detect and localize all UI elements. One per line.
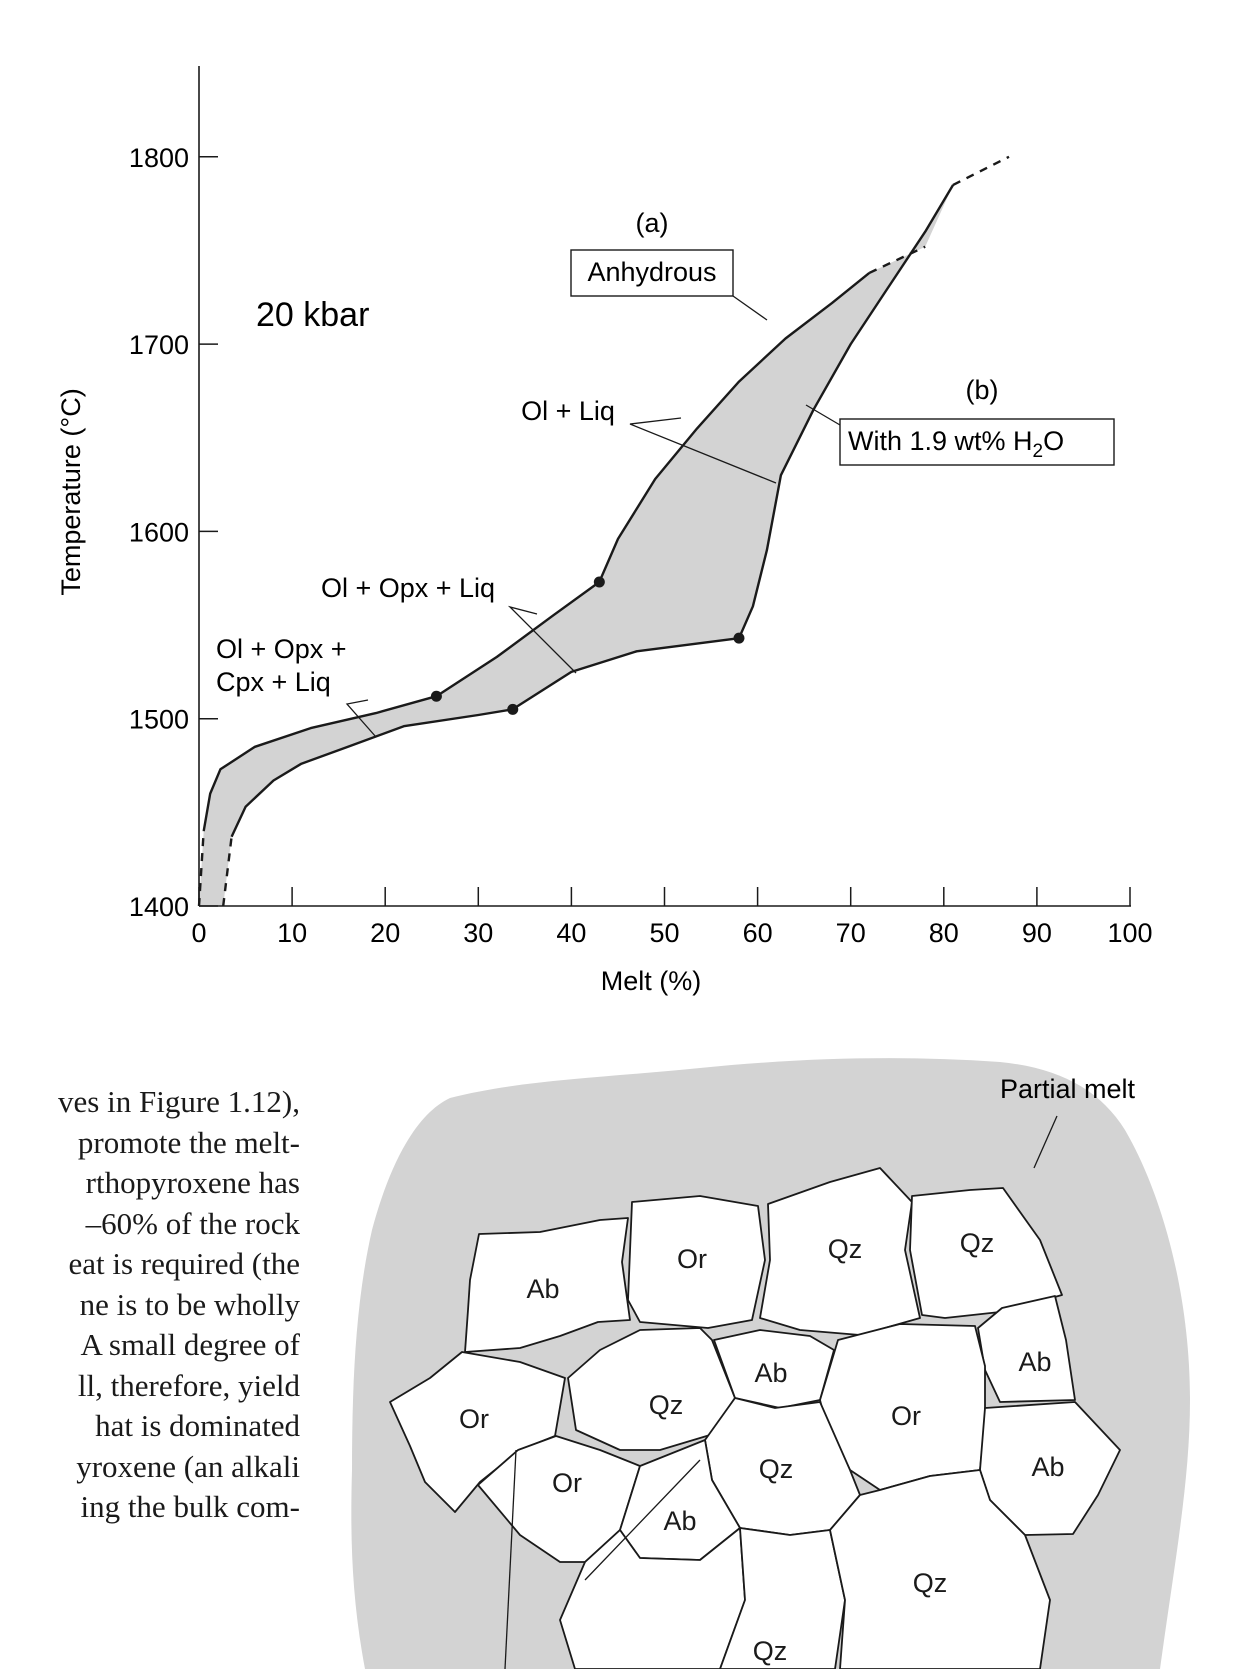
body-text-line: promote the melt- — [77, 1124, 300, 1160]
grain-ab-2 — [977, 1295, 1076, 1403]
anhydrous-curve-dashed-high — [868, 245, 926, 274]
grain-label-qz-6: Qz — [753, 1636, 788, 1666]
body-text-line: hat is dominated — [95, 1408, 300, 1443]
grain-label-ab-3: Ab — [754, 1358, 787, 1388]
x-tick-label: 40 — [556, 918, 586, 948]
hydrous-curve-dashed-low — [222, 836, 233, 907]
grain-label-qz-2: Qz — [960, 1228, 995, 1258]
partial-melt-leader — [1033, 1115, 1058, 1169]
grain-label-qz-4: Qz — [759, 1454, 794, 1484]
annotation-cpx-line2: Cpx + Liq — [216, 667, 331, 697]
grain-leader-2 — [584, 1459, 701, 1581]
grain-label-or-1: Or — [677, 1244, 707, 1274]
series-b-tag: (b) — [966, 375, 999, 405]
grain-label-qz-7: Qz — [913, 1568, 948, 1598]
annotation-ol-liq: Ol + Liq — [521, 396, 615, 426]
body-text-line: yroxene (an alkali — [76, 1448, 300, 1484]
x-tick-label: 70 — [836, 918, 866, 948]
anhydrous-marker — [430, 690, 442, 702]
partial-melt-label: Partial melt — [1000, 1074, 1136, 1104]
x-tick-label: 60 — [743, 918, 773, 948]
hydrous-marker — [733, 632, 745, 644]
grain-or-1 — [627, 1195, 766, 1329]
annotation-ol-opx-liq: Ol + Opx + Liq — [321, 573, 495, 603]
y-tick-group: 1400 1500 1600 1700 1800 — [129, 143, 218, 922]
hydrous-marker — [507, 703, 519, 715]
x-tick-label: 100 — [1107, 918, 1152, 948]
y-tick-label: 1700 — [129, 330, 189, 360]
anhydrous-marker — [593, 576, 605, 588]
grain-label-or-4: Or — [552, 1468, 582, 1498]
body-text-line: eat is required (the — [68, 1246, 300, 1281]
y-tick-label: 1500 — [129, 705, 189, 735]
x-tick-label: 30 — [463, 918, 493, 948]
series-b-name-main: With 1.9 wt% H — [848, 426, 1033, 456]
body-text-line: –60% of the rock — [85, 1205, 300, 1241]
hydrous-curve — [230, 184, 955, 838]
body-text-line: ne is to be wholly — [79, 1286, 300, 1322]
body-text-line: ves in Figure 1.12), — [58, 1084, 300, 1119]
grain-label-ab-2: Ab — [1018, 1347, 1051, 1377]
grain-diagram: Partial melt Ab Or Qz Qz Ab Or — [351, 1058, 1191, 1669]
grain-label-or-3: Or — [891, 1401, 921, 1431]
hydrous-curve-dashed-high — [952, 155, 1010, 186]
grain-label-qz-3: Qz — [649, 1390, 684, 1420]
series-b-legend-box — [839, 418, 1115, 466]
x-tick-group: 0 10 20 30 40 50 60 70 80 90 100 — [191, 887, 1153, 948]
series-a-legend-box — [570, 249, 734, 297]
body-text-line: A small degree of — [80, 1327, 300, 1362]
series-b-name-tail: O — [1043, 426, 1064, 456]
series-a-legend-label: Anhydrous — [587, 257, 716, 287]
grain-leader-1 — [504, 1449, 517, 1669]
x-tick-label: 20 — [370, 918, 400, 948]
phase-chart: 0 10 20 30 40 50 60 70 80 90 100 14001500160017001… — [56, 66, 1153, 996]
grain-qz-7 — [829, 1469, 1051, 1669]
annotation-ol-opx-liq-leaders — [507, 605, 577, 674]
grain-label-ab-4: Ab — [1031, 1452, 1064, 1482]
anhydrous-curve — [202, 271, 871, 832]
x-tick-label: 10 — [277, 918, 307, 948]
pressure-label: 20 kbar — [256, 296, 369, 334]
body-text-line: rthopyroxene has — [85, 1165, 300, 1200]
curve-group — [197, 155, 1010, 907]
x-tick-label: 0 — [191, 918, 206, 948]
anhydrous-curve-dashed-low — [197, 831, 205, 907]
melting-interval-band — [199, 156, 1009, 907]
series-b-name-subscript: 2 — [1033, 441, 1044, 462]
annotation-cpx-line1: Ol + Opx + — [216, 634, 347, 664]
y-axis-label: Temperature (°C) — [56, 388, 86, 595]
body-text-column: ves in Figure 1.12), promote the melt-rth… — [0, 1082, 300, 1528]
grain-ab-1 — [464, 1217, 631, 1353]
annotation-cpx-leaders — [345, 699, 377, 738]
grain-label-qz-1: Qz — [828, 1234, 863, 1264]
body-text-line: ing the bulk com- — [80, 1489, 300, 1524]
grain-label-ab-5: Ab — [663, 1506, 696, 1536]
series-a-tag: (a) — [636, 208, 669, 238]
grain-label-ab-1: Ab — [526, 1274, 559, 1304]
body-text-line: ll, therefore, yield — [77, 1367, 300, 1403]
series-b-leader — [805, 404, 841, 426]
series-a-leader — [732, 295, 768, 321]
x-tick-label: 50 — [649, 918, 679, 948]
grain-qz-1 — [759, 1167, 921, 1336]
y-tick-label: 1400 — [129, 892, 189, 922]
x-tick-label: 90 — [1022, 918, 1052, 948]
series-b-legend-label: With 1.9 wt% H2O — [848, 426, 1064, 462]
x-tick-label: 80 — [929, 918, 959, 948]
grain-label-or-2: Or — [459, 1404, 489, 1434]
y-tick-label: 1600 — [129, 517, 189, 547]
x-axis-label: Melt (%) — [601, 966, 702, 996]
annotation-ol-liq-leaders — [629, 417, 777, 484]
y-tick-label: 1800 — [129, 143, 189, 173]
grain-qz-6 — [719, 1527, 846, 1669]
